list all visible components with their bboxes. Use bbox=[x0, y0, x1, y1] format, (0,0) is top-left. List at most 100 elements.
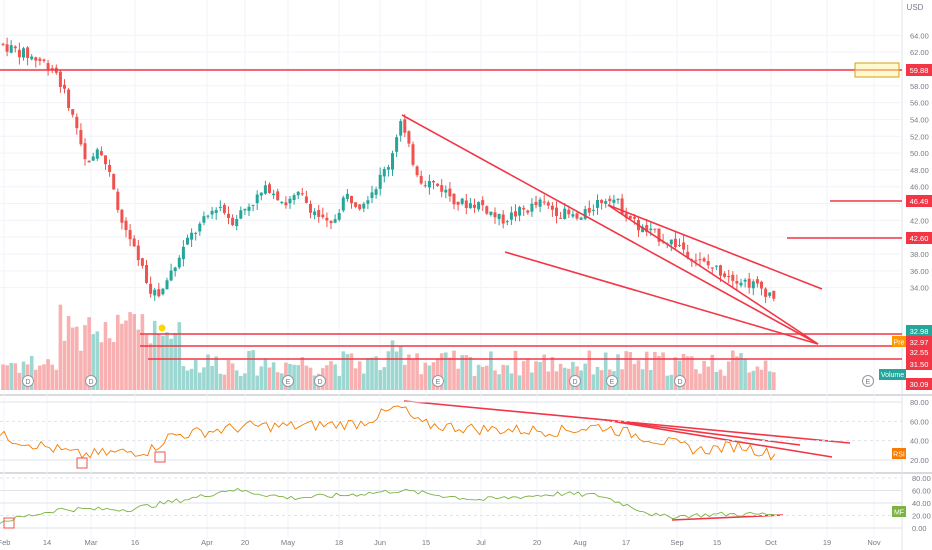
price-badge-label: 32.97 bbox=[910, 338, 929, 347]
event-marker-e[interactable] bbox=[862, 375, 874, 387]
alert-zone-box[interactable] bbox=[854, 62, 900, 78]
price-badge[interactable] bbox=[906, 325, 932, 337]
candle-body bbox=[427, 181, 431, 188]
price-badge[interactable] bbox=[906, 336, 932, 348]
candle-body bbox=[702, 258, 706, 262]
candle-body bbox=[542, 201, 546, 203]
event-marker-e[interactable] bbox=[606, 375, 618, 387]
candle-body bbox=[108, 164, 112, 172]
volume-bar bbox=[480, 366, 485, 390]
candle-body bbox=[280, 201, 284, 203]
volume-bar bbox=[718, 369, 723, 390]
price-tick-label: 52.00 bbox=[910, 132, 929, 141]
event-marker-e[interactable] bbox=[282, 375, 294, 387]
volume-bar bbox=[13, 363, 18, 390]
candle-body bbox=[538, 199, 542, 207]
candle-body bbox=[423, 185, 427, 187]
time-axis[interactable]: Feb 14 Mar 16 Apr 20 May 18 Jun 15 Jul 20 Aug 17 Sep 15… bbox=[0, 538, 881, 547]
price-badge[interactable] bbox=[906, 232, 932, 244]
event-marker-d[interactable] bbox=[569, 375, 581, 387]
candle-body bbox=[399, 121, 403, 136]
trendline[interactable] bbox=[604, 419, 801, 446]
volume-bar bbox=[694, 369, 698, 390]
candle-body bbox=[739, 282, 743, 286]
candle-body bbox=[79, 130, 83, 145]
candle-body bbox=[87, 160, 91, 163]
price-axis[interactable]: 64.0062.0060.0058.0056.0054.0052.0050.00… bbox=[879, 31, 932, 390]
time-tick-label: Aug bbox=[573, 538, 586, 547]
candle-body bbox=[714, 265, 718, 267]
candle-body bbox=[464, 200, 468, 209]
candle-body bbox=[350, 195, 353, 204]
candle-body bbox=[38, 58, 42, 61]
volume-bar bbox=[144, 334, 149, 390]
trendline[interactable] bbox=[607, 204, 823, 290]
price-badge[interactable] bbox=[906, 64, 932, 76]
candle-body bbox=[124, 220, 128, 231]
volume-bar bbox=[62, 340, 67, 390]
volume-bar bbox=[706, 366, 710, 390]
volume-bar bbox=[460, 355, 464, 390]
volume-bar bbox=[198, 372, 202, 390]
volume-bar bbox=[542, 354, 546, 390]
candle-body bbox=[161, 288, 165, 295]
volume-bar bbox=[169, 338, 173, 390]
candle-body bbox=[473, 204, 476, 208]
volume-bar bbox=[567, 368, 571, 390]
event-marker-d[interactable] bbox=[314, 375, 326, 387]
candle-body bbox=[686, 251, 690, 258]
volume-bar bbox=[366, 357, 370, 390]
price-tick-label: 64.00 bbox=[910, 31, 929, 40]
rsi-line bbox=[0, 405, 776, 461]
volume-bar bbox=[218, 373, 223, 390]
rsi-tick-label: 80.00 bbox=[910, 398, 929, 407]
candle-body bbox=[247, 206, 251, 211]
candle-body bbox=[760, 281, 763, 289]
volume-bar bbox=[767, 371, 772, 390]
time-tick-label: Feb bbox=[0, 538, 10, 547]
candle-body bbox=[181, 246, 185, 260]
volume-bar bbox=[538, 362, 542, 390]
volume-bar bbox=[111, 342, 116, 390]
candle-body bbox=[391, 153, 394, 170]
price-badge[interactable] bbox=[906, 378, 932, 390]
candle-body bbox=[571, 214, 575, 217]
volume-bar bbox=[546, 371, 551, 390]
volume-bar bbox=[280, 373, 284, 390]
candle-body bbox=[210, 210, 214, 215]
candle-body bbox=[378, 174, 382, 189]
price-badge[interactable] bbox=[906, 195, 932, 207]
price-tick-label: 58.00 bbox=[910, 82, 929, 91]
candle-body bbox=[620, 198, 624, 215]
volume-bar bbox=[152, 320, 157, 390]
trendline[interactable] bbox=[604, 419, 833, 458]
candle-body bbox=[489, 211, 493, 215]
volume-bar bbox=[452, 350, 456, 390]
event-marker-label: E bbox=[436, 379, 441, 386]
trendline-drawings[interactable] bbox=[0, 69, 902, 521]
event-marker-d[interactable] bbox=[22, 375, 34, 387]
event-marker-d[interactable] bbox=[674, 375, 686, 387]
volume-bar bbox=[714, 371, 719, 390]
candle-body bbox=[169, 270, 173, 281]
candle-body bbox=[284, 202, 288, 206]
trendline[interactable] bbox=[504, 251, 819, 345]
candle-body bbox=[116, 191, 120, 210]
price-badge[interactable] bbox=[906, 358, 932, 370]
volume-bar bbox=[534, 361, 538, 390]
trendline[interactable] bbox=[401, 114, 819, 345]
candle-body bbox=[403, 119, 407, 133]
volume-bar bbox=[300, 357, 305, 390]
trendline[interactable] bbox=[607, 204, 819, 345]
trendline[interactable] bbox=[403, 400, 851, 444]
event-marker-e[interactable] bbox=[432, 375, 444, 387]
event-marker-d[interactable] bbox=[85, 375, 97, 387]
volume-bar bbox=[759, 369, 764, 390]
price-badge[interactable] bbox=[906, 346, 932, 358]
volume-bar bbox=[189, 368, 194, 390]
volume-bar bbox=[464, 355, 469, 390]
candle-body bbox=[46, 63, 50, 71]
mfi-pane: 80.00 60.00 40.00 20.00 0.00 MF bbox=[0, 474, 931, 533]
candle-body bbox=[42, 59, 46, 62]
